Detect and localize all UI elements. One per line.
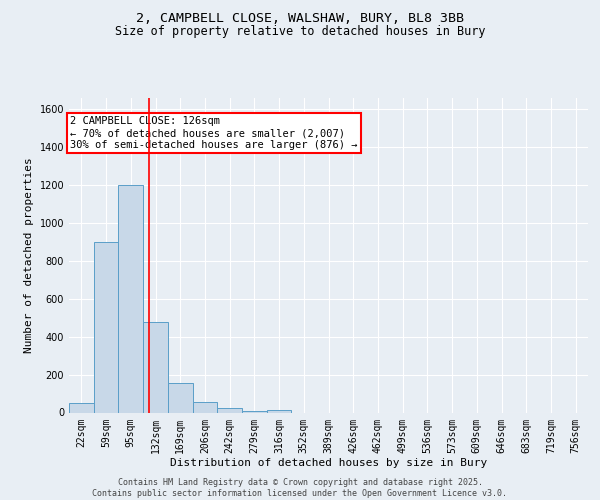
Bar bbox=[267, 410, 292, 412]
Text: Size of property relative to detached houses in Bury: Size of property relative to detached ho… bbox=[115, 25, 485, 38]
Bar bbox=[94, 242, 118, 412]
Bar bbox=[143, 322, 168, 412]
Text: Contains HM Land Registry data © Crown copyright and database right 2025.
Contai: Contains HM Land Registry data © Crown c… bbox=[92, 478, 508, 498]
Text: 2, CAMPBELL CLOSE, WALSHAW, BURY, BL8 3BB: 2, CAMPBELL CLOSE, WALSHAW, BURY, BL8 3B… bbox=[136, 12, 464, 26]
Bar bbox=[217, 408, 242, 412]
Bar bbox=[193, 402, 217, 412]
Bar bbox=[69, 403, 94, 412]
Bar bbox=[242, 410, 267, 412]
Bar bbox=[168, 383, 193, 412]
X-axis label: Distribution of detached houses by size in Bury: Distribution of detached houses by size … bbox=[170, 458, 487, 468]
Y-axis label: Number of detached properties: Number of detached properties bbox=[24, 157, 34, 353]
Text: 2 CAMPBELL CLOSE: 126sqm
← 70% of detached houses are smaller (2,007)
30% of sem: 2 CAMPBELL CLOSE: 126sqm ← 70% of detach… bbox=[70, 116, 358, 150]
Bar bbox=[118, 185, 143, 412]
